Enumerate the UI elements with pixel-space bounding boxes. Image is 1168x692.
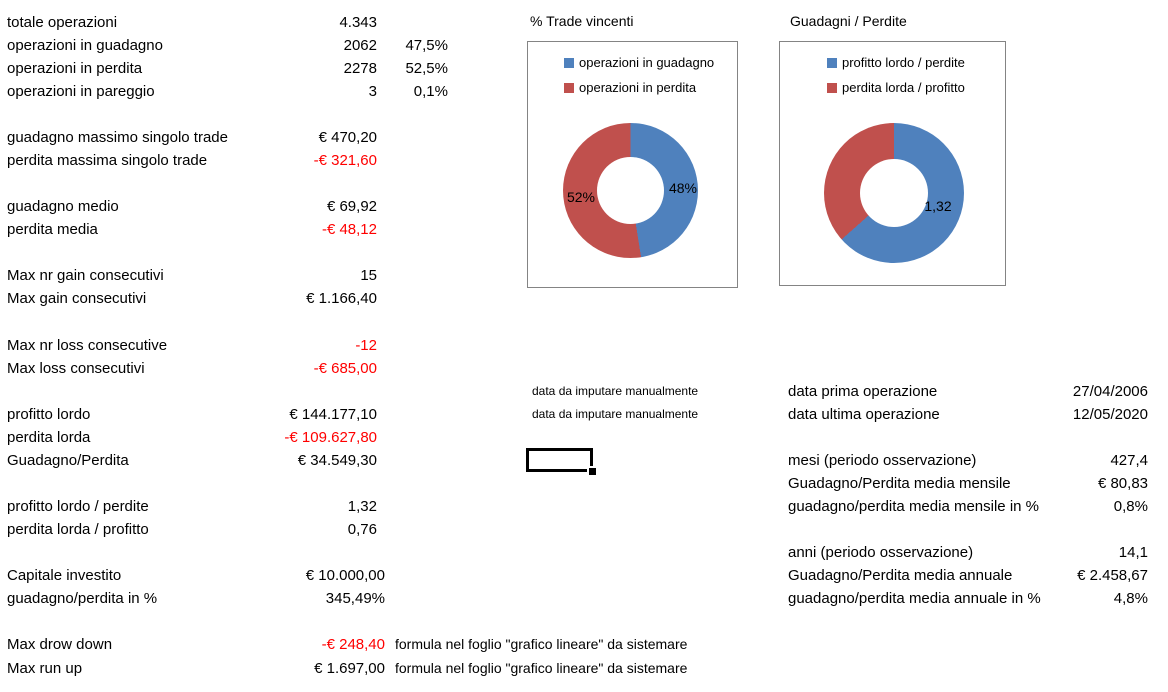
stat-value: 427,4 — [1110, 451, 1148, 469]
stat-value: -€ 685,00 — [313, 359, 377, 377]
legend-swatch-red-icon — [564, 82, 574, 93]
stat-label: Capitale investito — [7, 567, 122, 585]
stat-value: -€ 321,60 — [313, 151, 377, 169]
stat-label: anni (periodo osservazione) — [788, 544, 974, 562]
stat-label: Guadagno/Perdita — [7, 451, 129, 469]
stat-percent: 52,5% — [405, 59, 448, 77]
stat-label: perdita lorda — [7, 428, 91, 446]
donut-hole — [597, 157, 664, 224]
stat-value: 345,49% — [325, 590, 385, 608]
stat-label: Max nr gain consecutivi — [7, 267, 164, 285]
stat-value: € 2.458,67 — [1077, 567, 1148, 585]
stat-label: perdita media — [7, 221, 98, 239]
stat-value: € 1.697,00 — [314, 659, 385, 677]
stat-label: data ultima operazione — [788, 405, 940, 423]
stat-value: 2062 — [343, 36, 377, 54]
stat-value: € 1.166,40 — [306, 290, 377, 308]
chart-plot-area: profitto lordo / perdite perdita lorda /… — [779, 41, 1006, 286]
stat-label: perdita lorda / profitto — [7, 521, 149, 538]
stat-label: profitto lordo — [7, 405, 91, 423]
stat-label: Max gain consecutivi — [7, 290, 147, 308]
stat-note: formula nel foglio "grafico lineare" da … — [395, 636, 688, 653]
stat-value: € 69,92 — [326, 198, 377, 216]
stat-value: 3 — [368, 82, 377, 100]
stat-value: 2278 — [343, 59, 377, 77]
chart-plot-area: operazioni in guadagno operazioni in per… — [527, 41, 738, 288]
manual-input-note: data da imputare manualmente — [532, 383, 699, 398]
stat-value: -€ 109.627,80 — [284, 428, 377, 446]
stat-value: 0,8% — [1113, 498, 1148, 515]
donut-hole — [860, 159, 928, 227]
selected-cell[interactable] — [526, 448, 596, 475]
legend-swatch-blue-icon — [827, 57, 837, 68]
legend-label: operazioni in guadagno — [579, 55, 715, 70]
stat-note: formula nel foglio "grafico lineare" da … — [395, 659, 688, 676]
legend-item: operazioni in guadagno — [564, 56, 714, 69]
stat-value: 12/05/2020 — [1072, 405, 1148, 423]
manual-input-note: data da imputare manualmente — [532, 406, 699, 421]
chart-title: Guadagni / Perdite — [790, 13, 907, 29]
legend-label: perdita lorda / profitto — [842, 80, 965, 95]
stat-label: guadagno medio — [7, 198, 119, 216]
stat-label: Max run up — [7, 659, 83, 677]
stat-label: profitto lordo / perdite — [7, 498, 149, 515]
chart-guadagni-perdite: Guadagni / Perdite profitto lordo / perd… — [779, 10, 1006, 290]
stat-label: guadagno massimo singolo trade — [7, 128, 228, 146]
stat-label: Max drow down — [7, 636, 113, 654]
stat-value: -€ 248,40 — [321, 636, 385, 654]
stat-value: 0,76 — [347, 521, 377, 538]
stat-label: data prima operazione — [788, 382, 938, 400]
stat-label: Max nr loss consecutive — [7, 336, 168, 354]
stat-label: guadagno/perdita media mensile in % — [788, 498, 1039, 515]
stat-value: € 34.549,30 — [297, 451, 377, 469]
stat-label: Guadagno/Perdita media annuale — [788, 567, 1013, 585]
legend-item: perdita lorda / profitto — [827, 81, 965, 94]
donut-chart: 1,32 — [824, 123, 964, 263]
stat-label: Guadagno/Perdita media mensile — [788, 474, 1011, 492]
chart-trade-vincenti: % Trade vincenti operazioni in guadagno … — [527, 10, 738, 290]
stat-value: 27/04/2006 — [1072, 382, 1148, 400]
stat-label: operazioni in guadagno — [7, 36, 163, 54]
slice-label-ratio: 1,32 — [924, 198, 952, 214]
stat-value: € 10.000,00 — [305, 567, 385, 585]
legend-item: profitto lordo / perdite — [827, 56, 965, 69]
stat-label: mesi (periodo osservazione) — [788, 451, 977, 469]
stat-value: -€ 48,12 — [321, 221, 377, 239]
stat-value: -12 — [355, 336, 377, 354]
stat-value: 4,8% — [1113, 590, 1148, 608]
slice-label-gain: 48% — [668, 180, 698, 196]
stat-label: guadagno/perdita media annuale in % — [788, 590, 1041, 608]
stat-percent: 47,5% — [405, 36, 448, 54]
legend-swatch-red-icon — [827, 82, 837, 93]
stat-value: 15 — [360, 267, 377, 285]
fill-handle[interactable] — [587, 466, 596, 475]
stat-label: totale operazioni — [7, 13, 118, 31]
stat-value: 4.343 — [339, 13, 377, 31]
stat-value: € 80,83 — [1097, 474, 1148, 492]
chart-title: % Trade vincenti — [530, 13, 634, 29]
legend-item: operazioni in perdita — [564, 81, 696, 94]
stat-value: 1,32 — [347, 498, 377, 515]
stat-label: Max loss consecutivi — [7, 359, 145, 377]
donut-chart: 48% 52% — [563, 123, 698, 258]
stat-value: € 470,20 — [318, 128, 377, 146]
stat-label: guadagno/perdita in % — [7, 590, 158, 608]
stat-label: perdita massima singolo trade — [7, 151, 208, 169]
stat-value: 14,1 — [1118, 544, 1148, 562]
slice-label-loss: 52% — [566, 189, 596, 205]
legend-swatch-blue-icon — [564, 57, 574, 68]
stat-label: operazioni in perdita — [7, 59, 143, 77]
stat-value: € 144.177,10 — [289, 405, 377, 423]
legend-label: operazioni in perdita — [579, 80, 697, 95]
legend-label: profitto lordo / perdite — [842, 55, 965, 70]
stat-percent: 0,1% — [413, 82, 448, 100]
stat-label: operazioni in pareggio — [7, 82, 155, 100]
